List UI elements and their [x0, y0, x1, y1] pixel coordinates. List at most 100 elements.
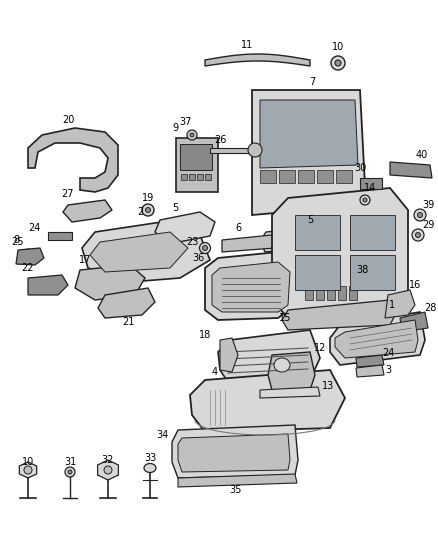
Polygon shape: [63, 200, 112, 222]
Ellipse shape: [199, 243, 211, 254]
Text: 12: 12: [314, 343, 326, 353]
Polygon shape: [28, 128, 118, 192]
Polygon shape: [260, 387, 320, 398]
Ellipse shape: [202, 246, 208, 251]
Polygon shape: [222, 235, 275, 252]
Polygon shape: [252, 90, 366, 215]
Ellipse shape: [142, 204, 154, 216]
Polygon shape: [220, 338, 238, 372]
Ellipse shape: [363, 198, 367, 202]
Polygon shape: [390, 162, 432, 178]
Text: 18: 18: [199, 330, 211, 340]
Text: 29: 29: [422, 220, 434, 230]
Text: 11: 11: [241, 40, 253, 50]
Text: 7: 7: [309, 77, 315, 87]
Text: 14: 14: [364, 183, 376, 193]
Polygon shape: [317, 170, 333, 183]
Polygon shape: [272, 188, 408, 318]
Polygon shape: [350, 255, 395, 290]
Bar: [181, 174, 187, 180]
Polygon shape: [298, 170, 314, 183]
Ellipse shape: [65, 467, 75, 477]
Polygon shape: [330, 312, 425, 365]
Polygon shape: [172, 425, 298, 478]
Polygon shape: [268, 352, 315, 390]
Text: 10: 10: [332, 42, 344, 52]
Ellipse shape: [417, 213, 423, 217]
Ellipse shape: [416, 232, 420, 238]
Text: 3: 3: [385, 365, 391, 375]
Ellipse shape: [190, 133, 194, 137]
Ellipse shape: [68, 470, 72, 474]
Ellipse shape: [145, 207, 151, 213]
Polygon shape: [292, 272, 365, 325]
Ellipse shape: [104, 466, 112, 474]
Polygon shape: [295, 255, 340, 290]
Text: 6: 6: [235, 223, 241, 233]
Polygon shape: [190, 370, 345, 432]
Text: 40: 40: [416, 150, 428, 160]
Text: 13: 13: [322, 381, 334, 391]
Polygon shape: [210, 148, 252, 153]
Polygon shape: [260, 170, 276, 183]
Polygon shape: [295, 215, 340, 250]
Text: 20: 20: [62, 115, 74, 125]
Text: 27: 27: [62, 189, 74, 199]
Ellipse shape: [144, 464, 156, 472]
Polygon shape: [90, 232, 188, 272]
Polygon shape: [180, 144, 212, 170]
Polygon shape: [316, 286, 324, 300]
Ellipse shape: [23, 249, 33, 259]
Polygon shape: [282, 300, 395, 330]
Text: 37: 37: [179, 117, 191, 127]
Polygon shape: [75, 265, 145, 300]
Text: 10: 10: [22, 457, 34, 467]
Bar: [205, 174, 211, 180]
Polygon shape: [260, 100, 358, 168]
Text: 5: 5: [172, 203, 178, 213]
Text: 24: 24: [382, 348, 394, 358]
Text: 31: 31: [64, 457, 76, 467]
Polygon shape: [28, 275, 68, 295]
Ellipse shape: [248, 143, 262, 157]
Ellipse shape: [360, 195, 370, 205]
Polygon shape: [205, 54, 310, 66]
Polygon shape: [350, 215, 395, 250]
Text: 32: 32: [102, 455, 114, 465]
Text: 8: 8: [13, 235, 19, 245]
Text: 19: 19: [142, 193, 154, 203]
Polygon shape: [48, 232, 72, 240]
Polygon shape: [327, 286, 335, 300]
Polygon shape: [178, 434, 290, 472]
Text: 33: 33: [144, 453, 156, 463]
Polygon shape: [155, 212, 215, 244]
Polygon shape: [212, 262, 290, 312]
Text: 16: 16: [409, 280, 421, 290]
Text: 4: 4: [212, 367, 218, 377]
Polygon shape: [356, 355, 384, 367]
Text: 38: 38: [356, 265, 368, 275]
Polygon shape: [338, 286, 346, 300]
Polygon shape: [218, 330, 320, 385]
Text: 24: 24: [28, 223, 40, 233]
Polygon shape: [349, 286, 357, 300]
Ellipse shape: [414, 209, 426, 221]
Ellipse shape: [412, 229, 424, 241]
Text: 36: 36: [192, 253, 204, 263]
Polygon shape: [19, 462, 37, 478]
Polygon shape: [176, 138, 218, 192]
Polygon shape: [385, 290, 415, 318]
Polygon shape: [335, 320, 418, 358]
Text: 28: 28: [424, 303, 436, 313]
Polygon shape: [305, 286, 313, 300]
Text: 39: 39: [422, 200, 434, 210]
Text: 22: 22: [22, 263, 34, 273]
Text: 25: 25: [12, 237, 24, 247]
Polygon shape: [98, 460, 118, 480]
Text: 34: 34: [156, 430, 168, 440]
Text: 1: 1: [389, 300, 395, 310]
Text: 23: 23: [186, 237, 198, 247]
Polygon shape: [205, 252, 298, 320]
Ellipse shape: [331, 56, 345, 70]
Ellipse shape: [274, 358, 290, 372]
